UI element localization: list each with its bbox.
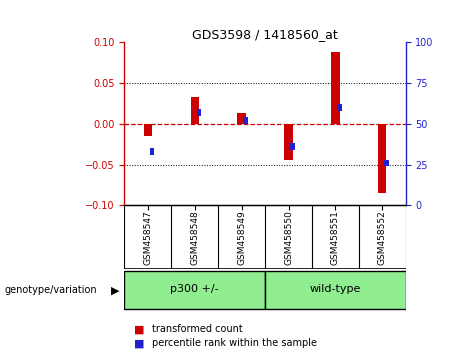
Text: genotype/variation: genotype/variation <box>5 285 97 295</box>
Bar <box>150 148 154 155</box>
Text: GSM458550: GSM458550 <box>284 210 293 265</box>
Title: GDS3598 / 1418560_at: GDS3598 / 1418560_at <box>192 28 338 41</box>
Bar <box>284 124 293 160</box>
Bar <box>190 97 199 124</box>
Bar <box>243 118 248 124</box>
Text: GSM458549: GSM458549 <box>237 210 246 264</box>
Bar <box>197 109 201 116</box>
Text: ■: ■ <box>134 324 144 334</box>
Bar <box>290 143 295 150</box>
Text: ▶: ▶ <box>111 285 119 295</box>
Bar <box>237 113 246 124</box>
Text: ■: ■ <box>134 338 144 348</box>
Text: transformed count: transformed count <box>152 324 243 334</box>
Text: percentile rank within the sample: percentile rank within the sample <box>152 338 317 348</box>
Bar <box>337 104 342 111</box>
Bar <box>331 52 340 124</box>
Text: GSM458548: GSM458548 <box>190 210 199 264</box>
Text: GSM458547: GSM458547 <box>143 210 153 264</box>
Bar <box>384 160 389 166</box>
Text: GSM458552: GSM458552 <box>378 210 387 264</box>
Text: GSM458551: GSM458551 <box>331 210 340 265</box>
Bar <box>144 124 152 136</box>
Bar <box>265 271 406 309</box>
Bar <box>378 124 386 193</box>
Text: wild-type: wild-type <box>310 284 361 295</box>
Text: p300 +/-: p300 +/- <box>171 284 219 295</box>
Bar <box>124 271 265 309</box>
